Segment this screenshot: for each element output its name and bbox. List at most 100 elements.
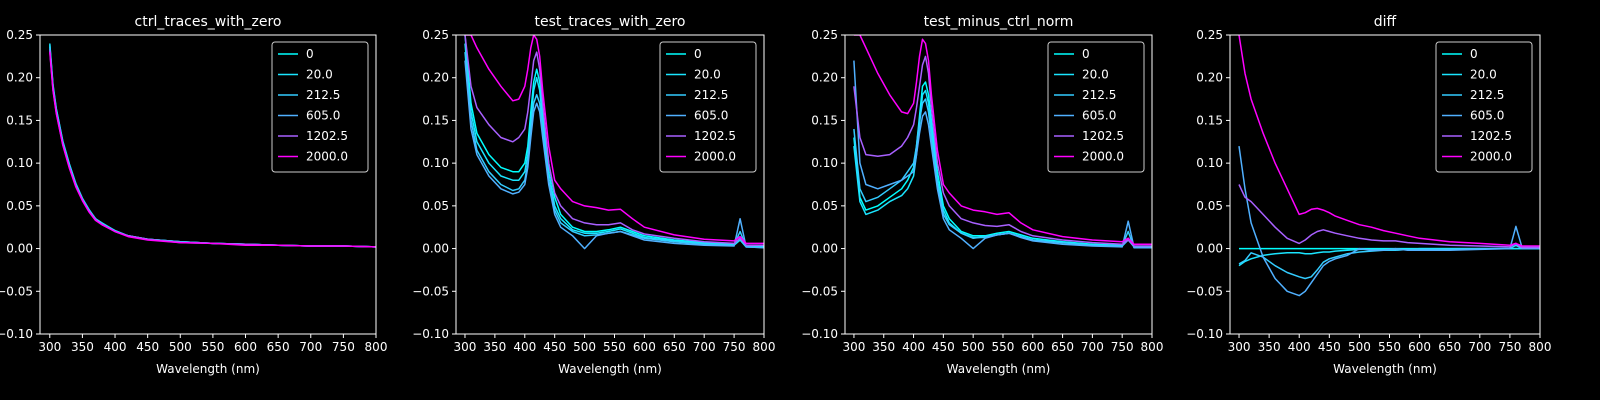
legend-label: 2000.0 [1470,150,1512,164]
x-tick-label: 500 [1348,340,1371,354]
legend-label: 1202.5 [1082,129,1124,143]
x-tick-label: 400 [513,340,536,354]
legend-label: 2000.0 [694,150,736,164]
x-tick-label: 750 [332,340,355,354]
y-tick-label: 0.00 [811,242,838,256]
x-tick-label: 650 [1438,340,1461,354]
series-line-6 [49,52,376,248]
x-tick-label: 650 [663,340,686,354]
plot-frame [39,34,377,335]
legend-label: 0 [1082,47,1090,61]
series-line-6 [1238,35,1540,247]
y-tick-label: 0.25 [6,28,33,42]
legend-label: 212.5 [306,88,340,102]
legend-label: 212.5 [694,88,728,102]
x-tick-label: 750 [723,340,746,354]
series-line-6 [465,35,764,245]
y-tick-label: −0.10 [0,327,33,341]
x-tick-label: 650 [1051,340,1074,354]
legend-label: 2000.0 [1082,150,1124,164]
plot-frame [1229,34,1541,335]
x-tick-label: 300 [842,340,865,354]
legend-label: 605.0 [694,109,728,123]
y-tick-label: 0.15 [811,113,838,127]
x-axis-label: Wavelength (nm) [1333,362,1437,376]
y-tick-label: 0.20 [811,71,838,85]
y-tick-label: 0.05 [1196,199,1223,213]
y-tick-label: 0.10 [811,156,838,170]
x-tick-label: 550 [201,340,224,354]
x-tick-label: 550 [992,340,1015,354]
y-tick-label: −0.05 [0,284,33,298]
x-tick-label: 750 [1111,340,1134,354]
x-tick-label: 300 [38,340,61,354]
x-tick-label: 450 [136,340,159,354]
x-tick-label: 800 [1141,340,1164,354]
y-tick-label: 0.15 [6,113,33,127]
chart-title: diff [1374,14,1397,30]
legend-label: 212.5 [1082,88,1116,102]
plot-frame [844,34,1153,335]
x-tick-label: 350 [872,340,895,354]
x-tick-label: 800 [753,340,776,354]
y-tick-label: −0.05 [1186,284,1223,298]
legend-label: 605.0 [1082,109,1116,123]
legend-label: 1202.5 [306,129,348,143]
legend: 0 20.0 212.5 605.0 1202.5 2000.0 [271,41,369,173]
y-tick-label: 0.25 [422,28,449,42]
x-tick-label: 700 [693,340,716,354]
legend-label: 212.5 [1470,88,1504,102]
x-tick-label: 600 [234,340,257,354]
chart-panel-4: 300 350 400 450 500 550 600 650 700 750 800 −0.10 −0… [1186,14,1551,376]
legend-label: 605.0 [1470,109,1504,123]
x-tick-label: 500 [962,340,985,354]
y-tick-label: 0.10 [6,156,33,170]
y-tick-label: 0.05 [811,199,838,213]
y-tick-label: 0.25 [1196,28,1223,42]
series-line-5 [1238,184,1540,249]
chart-panel-3: 300 350 400 450 500 550 600 650 700 750 800 −0.10 −0… [801,14,1163,376]
x-tick-label: 300 [1228,340,1251,354]
x-tick-label: 650 [267,340,290,354]
series-line-4 [1238,145,1540,297]
x-tick-label: 500 [169,340,192,354]
x-tick-label: 450 [543,340,566,354]
x-tick-label: 800 [365,340,388,354]
x-tick-label: 350 [1258,340,1281,354]
x-tick-label: 350 [71,340,94,354]
y-tick-label: 0.10 [1196,156,1223,170]
x-tick-label: 350 [483,340,506,354]
x-tick-label: 400 [1288,340,1311,354]
series-line-5 [853,55,1152,247]
legend-label: 0 [306,47,314,61]
legend-label: 1202.5 [1470,129,1512,143]
legend-label: 1202.5 [694,129,736,143]
x-tick-label: 300 [454,340,477,354]
y-tick-label: 0.00 [6,242,33,256]
chart-title: test_traces_with_zero [535,14,686,30]
y-tick-label: −0.10 [1186,327,1223,341]
series-line-4 [464,60,764,250]
y-tick-label: 0.05 [422,199,449,213]
x-tick-label: 800 [1529,340,1552,354]
legend-label: 20.0 [306,68,333,82]
y-tick-label: 0.25 [811,28,838,42]
legend-label: 605.0 [306,109,340,123]
x-tick-label: 600 [1408,340,1431,354]
y-tick-label: 0.10 [422,156,449,170]
x-tick-label: 600 [633,340,656,354]
x-tick-label: 550 [1378,340,1401,354]
x-axis-label: Wavelength (nm) [558,362,662,376]
legend: 0 20.0 212.5 605.0 1202.5 2000.0 [659,41,757,173]
x-tick-label: 700 [1081,340,1104,354]
x-tick-label: 700 [299,340,322,354]
y-tick-label: 0.00 [422,242,449,256]
x-tick-label: 750 [1498,340,1521,354]
chart-title: test_minus_ctrl_norm [924,14,1074,30]
series-line-3 [1238,244,1540,280]
legend-label: 0 [1470,47,1478,61]
chart-title: ctrl_traces_with_zero [135,14,282,30]
legend: 0 20.0 212.5 605.0 1202.5 2000.0 [1435,41,1533,173]
